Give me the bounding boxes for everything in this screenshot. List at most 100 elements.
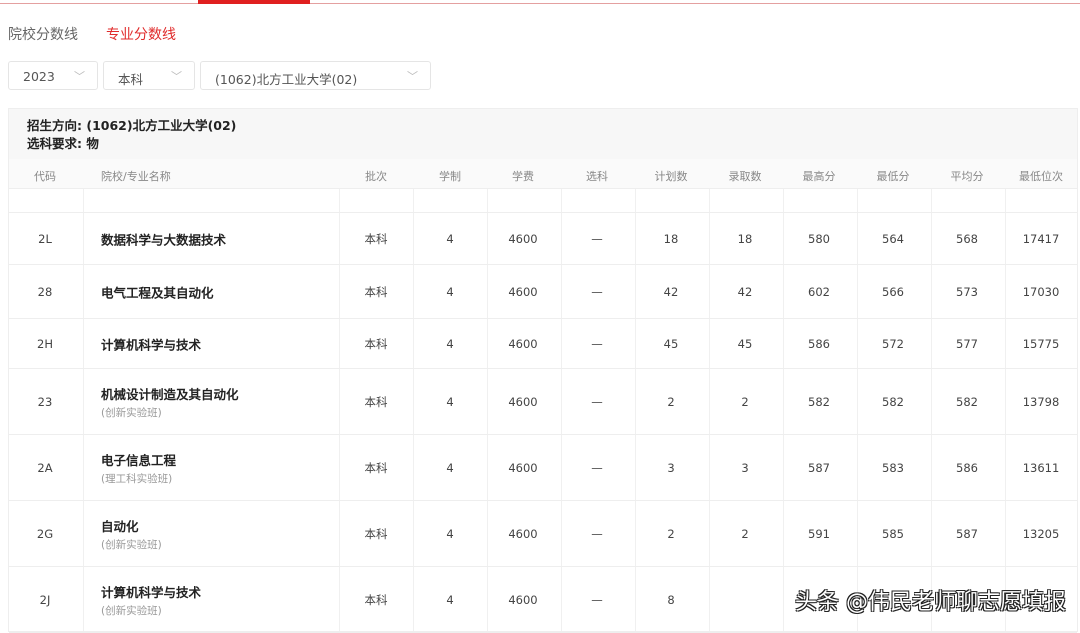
rank-cell: 13611 (1022, 460, 1060, 475)
table-row[interactable]: 2H 计算机科学与技术 本科 4 4600 — 45 45 586 572 577 15775 (9, 319, 1077, 369)
min-cell: 585 (882, 526, 904, 541)
major-name: 自动化 (101, 518, 139, 534)
min-cell: 566 (882, 284, 904, 299)
column-header: 批次 (365, 170, 387, 183)
years-cell: 4 (446, 394, 454, 409)
avg-cell: 568 (956, 231, 978, 246)
max-cell: 582 (808, 394, 830, 409)
code-cell: 28 (37, 284, 53, 299)
max-cell: 587 (808, 460, 830, 475)
code-cell: 2G (36, 526, 54, 541)
major-name-cell: 数据科学与大数据技术 (101, 229, 226, 248)
rank-cell: 17030 (1022, 284, 1060, 299)
school-value: (1062)北方工业大学(02) (215, 72, 358, 87)
avg-cell: 586 (956, 460, 978, 475)
batch-cell: 本科 (364, 231, 388, 246)
column-divider (783, 189, 784, 631)
column-divider (857, 189, 858, 631)
direction-value: (1062)北方工业大学(02) (86, 118, 237, 133)
avg-cell: 573 (956, 284, 978, 299)
code-cell: 23 (37, 394, 53, 409)
major-note: (创新实验班) (101, 538, 162, 551)
code-cell: 2J (39, 592, 51, 607)
column-header: 最高分 (802, 170, 836, 183)
years-cell: 4 (446, 592, 454, 607)
tab-major-scores[interactable]: 专业分数线 (106, 27, 176, 43)
major-name-cell: 电子信息工程 (理工科实验班) (101, 450, 176, 486)
admit-cell: 2 (741, 526, 749, 541)
subj-cell: — (591, 336, 603, 351)
school-select[interactable]: (1062)北方工业大学(02) ﹀ (200, 61, 431, 90)
fee-cell: 4600 (508, 592, 538, 607)
plan-cell: 8 (667, 592, 675, 607)
code-cell: 2A (37, 460, 53, 475)
plan-cell: 2 (667, 394, 675, 409)
avg-cell: 587 (956, 526, 978, 541)
max-cell: 580 (808, 231, 830, 246)
fee-cell: 4600 (508, 231, 538, 246)
year-value: 2023 (23, 69, 55, 84)
code-cell: 2H (37, 336, 53, 351)
column-divider (709, 189, 710, 631)
major-name-cell: 计算机科学与技术 (101, 334, 201, 353)
column-header: 学费 (512, 170, 534, 183)
subj-cell: — (591, 526, 603, 541)
subj-cell: — (591, 394, 603, 409)
min-cell: 583 (882, 460, 904, 475)
batch-cell: 本科 (364, 526, 388, 541)
admit-cell: 2 (741, 394, 749, 409)
active-top-tab-indicator (198, 0, 310, 4)
table-row[interactable]: 2G 自动化 (创新实验班) 本科 4 4600 — 2 2 591 585 587 13205 (9, 501, 1077, 567)
major-name: 机械设计制造及其自动化 (101, 386, 239, 402)
table-row[interactable]: 2A 电子信息工程 (理工科实验班) 本科 4 4600 — 3 3 587 583 586 13611 (9, 435, 1077, 501)
plan-cell: 42 (663, 284, 679, 299)
admit-cell: 42 (737, 284, 753, 299)
fee-cell: 4600 (508, 460, 538, 475)
column-header: 代码 (34, 170, 56, 183)
years-cell: 4 (446, 336, 454, 351)
fee-cell: 4600 (508, 526, 538, 541)
major-name-cell: 机械设计制造及其自动化 (创新实验班) (101, 384, 239, 420)
years-cell: 4 (446, 460, 454, 475)
subj-cell: — (591, 592, 603, 607)
rank-cell: 15775 (1022, 336, 1060, 351)
column-divider (561, 189, 562, 631)
tab-school-scores[interactable]: 院校分数线 (8, 27, 78, 43)
column-divider (931, 189, 932, 631)
level-select[interactable]: 本科 ﹀ (103, 61, 195, 90)
major-name: 电气工程及其自动化 (101, 285, 214, 300)
column-divider (413, 189, 414, 631)
major-note: (创新实验班) (101, 406, 162, 419)
min-cell: 572 (882, 336, 904, 351)
min-cell: 564 (882, 231, 904, 246)
chevron-down-icon: ﹀ (171, 70, 182, 83)
table-row[interactable]: 23 机械设计制造及其自动化 (创新实验班) 本科 4 4600 — 2 2 582 582 582 1… (9, 369, 1077, 435)
plan-cell: 2 (667, 526, 675, 541)
fee-cell: 4600 (508, 336, 538, 351)
table-header: 代码 院校/专业名称 批次 学制 学费 选科 计划数 录取数 最高分 最低分 平均分 最低位次 (9, 159, 1077, 189)
column-header: 平均分 (950, 170, 984, 183)
column-header: 计划数 (654, 170, 688, 183)
major-name-cell: 计算机科学与技术 (创新实验班) (101, 582, 201, 618)
table-row[interactable] (9, 189, 1077, 213)
column-divider (83, 189, 84, 631)
admit-cell: 3 (741, 460, 749, 475)
column-divider (635, 189, 636, 631)
top-divider (0, 3, 1080, 4)
major-name-cell: 电气工程及其自动化 (101, 282, 214, 301)
year-select[interactable]: 2023 ﹀ (8, 61, 98, 90)
batch-cell: 本科 (364, 336, 388, 351)
major-name-cell: 自动化 (创新实验班) (101, 516, 162, 552)
batch-cell: 本科 (364, 592, 388, 607)
scores-table: 招生方向: (1062)北方工业大学(02) 选科要求: 物 代码 院校/专业名称… (8, 108, 1078, 633)
table-row[interactable]: 2L 数据科学与大数据技术 本科 4 4600 — 18 18 580 564 568 17417 (9, 213, 1077, 265)
column-divider (339, 189, 340, 631)
enrollment-info: 招生方向: (1062)北方工业大学(02) 选科要求: 物 (9, 109, 1077, 159)
table-row[interactable]: 28 电气工程及其自动化 本科 4 4600 — 42 42 602 566 573 17030 (9, 265, 1077, 319)
column-header: 选科 (586, 170, 608, 183)
plan-cell: 3 (667, 460, 675, 475)
admit-cell: 18 (737, 231, 753, 246)
column-divider (1005, 189, 1006, 631)
major-name: 电子信息工程 (101, 452, 177, 468)
subject-label: 选科要求: (27, 136, 82, 151)
